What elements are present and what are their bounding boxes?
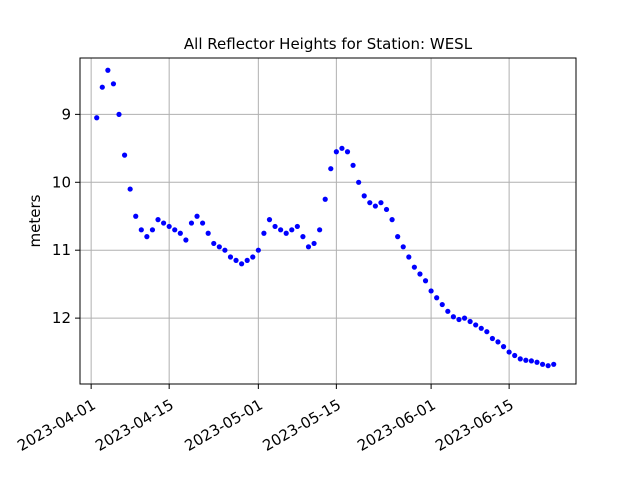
data-point [539,361,546,367]
data-point [512,352,518,359]
data-point [222,247,228,253]
data-point [255,247,261,253]
data-point [227,254,234,260]
data-point [200,220,206,226]
data-point [422,278,429,284]
data-point [428,288,434,294]
data-point [356,179,362,185]
data-point [339,145,345,151]
data-point [155,217,161,223]
data-point [528,358,535,364]
data-point [239,261,245,267]
data-point [300,234,306,240]
data-point [395,234,401,240]
data-point [506,349,512,355]
data-point [177,230,183,236]
data-point [317,227,323,233]
grid [80,58,576,384]
data-point [495,339,501,345]
data-point [289,227,295,233]
data-point [160,220,167,226]
data-point [188,220,195,226]
data-point [400,244,406,250]
data-point [322,196,328,202]
data-point [372,203,378,209]
data-point [233,257,239,263]
data-point [389,217,395,223]
data-point [99,84,105,90]
data-point [138,227,144,233]
data-point [473,322,479,328]
data-point [205,230,211,236]
data-point [133,213,139,219]
data-point [450,314,456,320]
data-point [244,257,250,263]
data-point [261,230,267,236]
data-point [417,271,423,277]
data-point [272,223,278,230]
data-points [94,67,557,369]
data-point [350,162,356,168]
data-point [551,361,557,367]
data-point [534,359,540,365]
data-point [445,308,451,314]
data-point [216,244,222,250]
data-point [478,325,484,331]
data-point [294,223,300,230]
data-point [149,227,156,233]
data-point [461,315,468,321]
data-point [344,149,351,155]
data-point [333,149,339,155]
data-point [266,217,273,223]
data-point [211,240,217,247]
axes-frame [79,57,577,385]
data-point [121,152,128,158]
data-point [406,254,412,260]
data-point [411,264,417,270]
data-point [456,316,462,323]
y-tick-label: 11 [52,241,71,259]
data-point [283,230,289,236]
data-point [105,67,111,73]
data-point [305,244,312,250]
data-point [183,237,189,243]
y-tick-label: 10 [52,173,71,191]
y-axis-label: meters [26,194,44,247]
data-point [328,166,334,172]
data-point [523,357,529,363]
data-point [250,254,256,260]
data-point [194,213,200,219]
data-point [383,206,390,213]
data-point [172,227,178,233]
data-point [311,240,317,247]
data-point [378,200,384,206]
y-tick-label: 12 [52,309,71,327]
data-point [489,335,496,342]
data-point [110,81,117,87]
data-point [467,318,473,325]
data-point [166,223,172,230]
chart-title: All Reflector Heights for Station: WESL [184,35,473,53]
data-point [116,111,122,117]
data-point [484,329,490,335]
data-point [439,301,445,308]
data-point [517,356,523,362]
data-point [545,363,551,369]
data-point [278,227,284,233]
data-point [367,200,373,206]
data-point [361,193,367,199]
y-tick-label: 9 [61,105,71,123]
data-point [94,115,100,121]
data-point [500,344,507,350]
data-point [127,186,133,192]
data-point [434,295,440,301]
data-point [144,234,150,240]
